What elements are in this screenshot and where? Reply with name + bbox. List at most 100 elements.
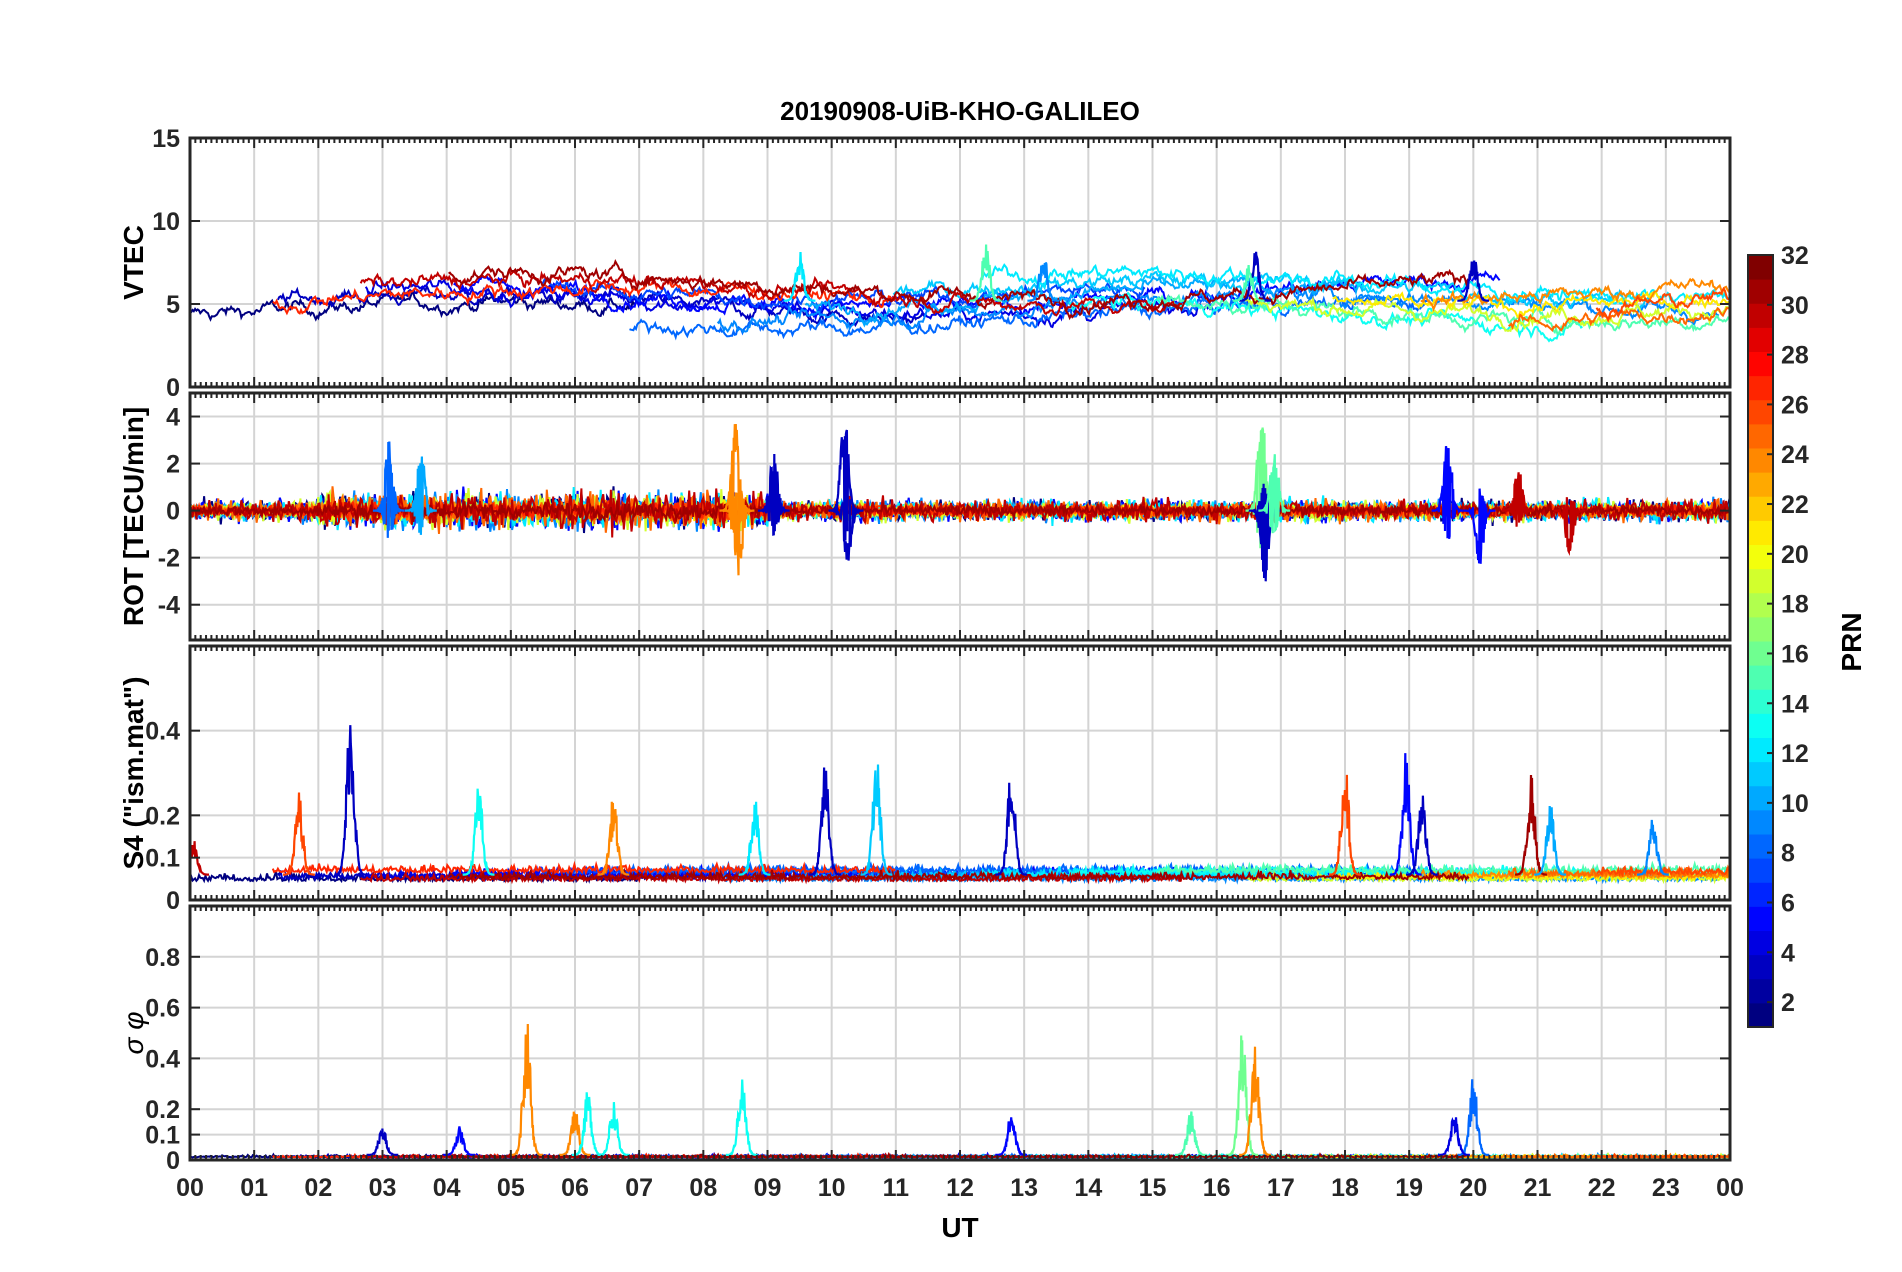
x-tick-labels: 00 01 02 03 04 05 06 07 08 09 10 11 12 13 14 15 16 17 18 19… <box>176 1174 1744 1202</box>
colorbar-tick-label: 28 <box>1781 342 1809 370</box>
series-line-prn-26 <box>1595 286 1730 323</box>
spike-prn-3 <box>809 767 841 876</box>
x-tick-label: 08 <box>689 1174 717 1202</box>
colorbar-segment <box>1748 496 1773 521</box>
series-line-prn-13 <box>1068 291 1583 343</box>
colorbar-segment <box>1748 834 1773 859</box>
spike-prn-5 <box>995 1117 1028 1157</box>
spike-prn-3 <box>1457 260 1490 302</box>
y-tick-label: 0.1 <box>145 845 180 873</box>
colorbar-segment <box>1748 279 1773 304</box>
spike-prn-15 <box>969 244 1002 302</box>
x-tick-label: 06 <box>561 1174 589 1202</box>
spike-prn-3 <box>1239 251 1271 302</box>
colorbar-segment <box>1748 737 1773 763</box>
x-tick-label: 22 <box>1588 1174 1616 1202</box>
series-line-prn-8 <box>629 293 1432 341</box>
y-tick-label: 15 <box>152 125 180 153</box>
spike-prn-4 <box>1438 1117 1470 1157</box>
y-axis-label: ROT [TECU/min] <box>118 407 149 626</box>
spike-prn-10 <box>405 456 437 535</box>
y-tick-label: 0.1 <box>145 1122 180 1150</box>
colorbar-tick-label: 22 <box>1781 491 1809 519</box>
spike-prn-13 <box>597 1102 630 1157</box>
colorbar-label: PRN <box>1836 612 1867 671</box>
colorbar-tick-label: 2 <box>1781 989 1795 1017</box>
x-tick-label: 00 <box>176 1174 204 1202</box>
y-tick-label: 0 <box>166 498 180 526</box>
colorbar-tick-label: 24 <box>1781 441 1809 469</box>
x-tick-label: 05 <box>497 1174 525 1202</box>
series-group <box>190 244 1730 343</box>
colorbar-segment <box>1748 568 1773 594</box>
y-tick-label: 2 <box>166 451 180 479</box>
series-line-prn-31 <box>447 867 1470 884</box>
spike-prn-3 <box>757 453 790 536</box>
y-tick-label: 10 <box>152 208 180 236</box>
colorbar-frame <box>1747 254 1774 1028</box>
y-tick-label: 5 <box>166 291 180 319</box>
series-line-prn-15 <box>1157 860 1730 877</box>
spike-prn-13 <box>725 1079 758 1157</box>
x-tick-label: 14 <box>1074 1174 1102 1202</box>
series-group <box>190 423 1730 582</box>
colorbar-segment <box>1748 375 1773 401</box>
colorbar-segment <box>1748 978 1773 1004</box>
y-tick-label: 0.8 <box>145 944 180 972</box>
panel-vtec: 0 5 10 15 VTEC <box>118 125 1732 402</box>
x-tick-label: 10 <box>818 1174 846 1202</box>
series-line-prn-30 <box>190 488 1730 538</box>
spike-prn-24 <box>597 801 630 876</box>
series-line-prn-19 <box>1244 296 1730 333</box>
y-axis-label: σ φ <box>118 1012 149 1055</box>
colorbar-tick-label: 4 <box>1781 939 1795 967</box>
colorbar-tick-label: 18 <box>1781 591 1809 619</box>
spike-prn-3 <box>366 1128 399 1157</box>
colorbar-tick-label: 14 <box>1781 690 1809 718</box>
x-tick-label: 19 <box>1395 1174 1423 1202</box>
spike-prn-3 <box>995 782 1028 876</box>
y-tick-label: 0 <box>166 374 180 402</box>
x-tick-label: 17 <box>1267 1174 1295 1202</box>
colorbar-segment <box>1748 303 1773 328</box>
spike-prn-12 <box>783 251 816 302</box>
spike-prn-5 <box>1431 445 1464 540</box>
x-tick-label: 03 <box>369 1174 397 1202</box>
x-tick-label: 09 <box>754 1174 782 1202</box>
spike-prn-26 <box>1329 774 1361 876</box>
series-group <box>190 725 1730 885</box>
colorbar-segment <box>1748 448 1773 473</box>
panel-sigma_phi: 00.10.2 0.4 0.6 0.8 σ φ <box>118 904 1732 1175</box>
panel-rot: -4 -2 0 2 4 ROT [TECU/min] <box>118 391 1732 642</box>
series-line-prn-21 <box>1332 290 1730 319</box>
y-tick-label: 0.4 <box>145 718 180 746</box>
colorbar-segment <box>1748 472 1773 497</box>
spike-prn-30 <box>1553 497 1586 556</box>
spike-prn-13 <box>462 788 495 876</box>
spike-prn-10 <box>1534 805 1567 876</box>
spike-prn-3 <box>1406 795 1438 876</box>
y-tick-label: -2 <box>158 545 180 573</box>
spike-prn-15 <box>1175 1111 1207 1157</box>
panel-s4: 0 0.1 0.2 0.4S4 ("ism.mat") <box>118 644 1732 915</box>
spike-prn-24 <box>722 487 755 576</box>
x-tick-label: 21 <box>1524 1174 1552 1202</box>
x-tick-label: 02 <box>304 1174 332 1202</box>
colorbar-tick-label: 20 <box>1781 541 1809 569</box>
x-tick-label: 00 <box>1716 1174 1744 1202</box>
colorbar-segment <box>1748 713 1773 738</box>
y-tick-label: 0 <box>166 1147 180 1175</box>
colorbar-segment <box>1748 255 1773 280</box>
spike-prn-8 <box>372 441 405 538</box>
spike-prn-5 <box>1463 488 1496 564</box>
spike-prn-11 <box>860 764 893 876</box>
colorbar-segment <box>1748 616 1773 642</box>
colorbar-segment <box>1748 689 1773 714</box>
spike-prn-30 <box>1502 472 1534 527</box>
colorbar-tick-label: 10 <box>1781 790 1809 818</box>
series-line-prn-31 <box>448 258 1470 321</box>
series-line-prn-7 <box>541 276 1146 315</box>
spike-prn-15 <box>1258 454 1291 534</box>
